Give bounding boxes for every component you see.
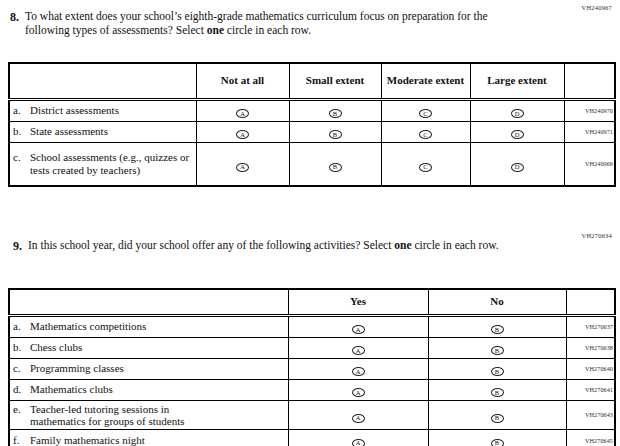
answer-bubble-b[interactable]: B: [329, 109, 342, 118]
q8-item-code: VH240967: [582, 4, 613, 11]
answer-bubble-no[interactable]: B: [491, 325, 504, 334]
row-letter: b.: [13, 341, 30, 353]
answer-bubble-d[interactable]: D: [511, 163, 524, 172]
answer-bubble-yes[interactable]: A: [352, 439, 365, 446]
answer-bubble-yes[interactable]: A: [352, 367, 365, 376]
q9-row-f-label: f.Family mathematics night: [9, 430, 288, 446]
answer-bubble-yes[interactable]: A: [352, 414, 365, 423]
q8-row-c-label: c.School assessments (e.g., quizzes or t…: [9, 142, 196, 186]
q9-row-b-label: b.Chess clubs: [9, 337, 288, 358]
row-item-code: VH240969: [564, 142, 615, 186]
q8-header-large-extent: Large extent: [470, 63, 564, 99]
row-letter: f.: [13, 434, 30, 446]
q9-text-post: circle in each row.: [412, 239, 499, 251]
q9-header-row: Yes No: [9, 289, 615, 315]
row-item-code: VH240970: [564, 99, 615, 121]
q8-header-empty: [9, 63, 196, 99]
row-label: Mathematics clubs: [30, 383, 113, 395]
row-letter: e.: [13, 403, 30, 415]
answer-bubble-d[interactable]: D: [511, 130, 524, 139]
answer-bubble-no[interactable]: B: [491, 439, 504, 446]
answer-bubble-b[interactable]: B: [329, 163, 342, 172]
q9-header-yes: Yes: [288, 289, 428, 315]
row-letter: c.: [13, 151, 30, 163]
row-label: District assessments: [30, 104, 119, 116]
q9-row-c-label: c.Programming classes: [9, 358, 288, 379]
q8-header-row: Not at all Small extent Moderate extent …: [9, 63, 615, 99]
q8-header-not-at-all: Not at all: [196, 63, 289, 99]
q8-header-code-empty: [564, 63, 615, 99]
q8-row-a-label: a.District assessments: [9, 99, 196, 121]
row-item-code: VH270645: [566, 430, 615, 446]
row-item-code: VH270643: [566, 400, 615, 430]
q9-header-code-empty: [566, 289, 615, 315]
q8-header-small-extent: Small extent: [289, 63, 381, 99]
table-row: a.District assessments A B C D VH240970: [9, 99, 615, 121]
q8-answer-table: Not at all Small extent Moderate extent …: [8, 62, 616, 187]
row-item-code: VH270638: [566, 337, 615, 358]
q9-number: 9.: [13, 239, 22, 253]
answer-bubble-yes[interactable]: A: [352, 388, 365, 397]
answer-bubble-yes[interactable]: A: [352, 346, 365, 355]
answer-bubble-no[interactable]: B: [491, 388, 504, 397]
row-item-code: VH270641: [566, 379, 615, 400]
row-item-code: VH240971: [564, 121, 615, 142]
answer-bubble-c[interactable]: C: [419, 163, 432, 172]
q9-prompt: 9. In this school year, did your school …: [13, 239, 533, 253]
table-row: e.Teacher-led tutoring sessions in mathe…: [9, 400, 615, 430]
table-row: d.Mathematics clubs A B VH270641: [9, 379, 615, 400]
q8-header-moderate-extent: Moderate extent: [381, 63, 470, 99]
table-row: c.Programming classes A B VH270640: [9, 358, 615, 379]
answer-bubble-b[interactable]: B: [329, 130, 342, 139]
row-label: State assessments: [30, 125, 108, 137]
row-label: Programming classes: [30, 362, 124, 374]
answer-bubble-a[interactable]: A: [236, 130, 249, 139]
table-row: b.Chess clubs A B VH270638: [9, 337, 615, 358]
row-label: School assessments (e.g., quizzes or tes…: [30, 151, 194, 176]
q9-row-e-label: e.Teacher-led tutoring sessions in mathe…: [9, 400, 288, 430]
table-row: a.Mathematics competitions A B VH270637: [9, 315, 615, 337]
row-letter: a.: [13, 320, 30, 332]
table-row: b.State assessments A B C D VH240971: [9, 121, 615, 142]
q9-text-pre: In this school year, did your school off…: [28, 239, 394, 251]
row-label: Family mathematics night: [30, 434, 145, 446]
answer-bubble-no[interactable]: B: [491, 414, 504, 423]
q9-text: In this school year, did your school off…: [28, 239, 499, 253]
row-letter: c.: [13, 362, 30, 374]
row-item-code: VH270637: [566, 315, 615, 337]
q8-row-b-label: b.State assessments: [9, 121, 196, 142]
answer-bubble-yes[interactable]: A: [352, 325, 365, 334]
q9-text-bold: one: [394, 239, 411, 251]
q9-row-d-label: d.Mathematics clubs: [9, 379, 288, 400]
q8-text: To what extent does your school’s eighth…: [25, 10, 530, 38]
row-letter: d.: [13, 383, 30, 395]
q8-number: 8.: [10, 10, 19, 24]
answer-bubble-a[interactable]: A: [236, 109, 249, 118]
table-row: c.School assessments (e.g., quizzes or t…: [9, 142, 615, 186]
row-letter: a.: [13, 104, 30, 116]
q8-prompt: 8. To what extent does your school’s eig…: [10, 10, 530, 38]
row-letter: b.: [13, 125, 30, 137]
answer-bubble-a[interactable]: A: [236, 163, 249, 172]
q8-text-post: circle in each row.: [224, 24, 311, 36]
row-label: Chess clubs: [30, 341, 82, 353]
q9-answer-table: Yes No a.Mathematics competitions A B VH…: [8, 288, 616, 446]
row-label: Teacher-led tutoring sessions in mathema…: [30, 403, 228, 428]
survey-page: VH240967 8. To what extent does your sch…: [0, 0, 620, 446]
q9-header-no: No: [428, 289, 566, 315]
q9-item-code: VH270634: [582, 232, 613, 239]
answer-bubble-c[interactable]: C: [419, 109, 432, 118]
table-row: f.Family mathematics night A B VH270645: [9, 430, 615, 446]
answer-bubble-no[interactable]: B: [491, 367, 504, 376]
answer-bubble-c[interactable]: C: [419, 130, 432, 139]
row-label: Mathematics competitions: [30, 320, 146, 332]
answer-bubble-d[interactable]: D: [511, 109, 524, 118]
q8-text-bold: one: [207, 24, 224, 36]
row-item-code: VH270640: [566, 358, 615, 379]
q9-header-empty: [9, 289, 288, 315]
answer-bubble-no[interactable]: B: [491, 346, 504, 355]
q9-row-a-label: a.Mathematics competitions: [9, 315, 288, 337]
